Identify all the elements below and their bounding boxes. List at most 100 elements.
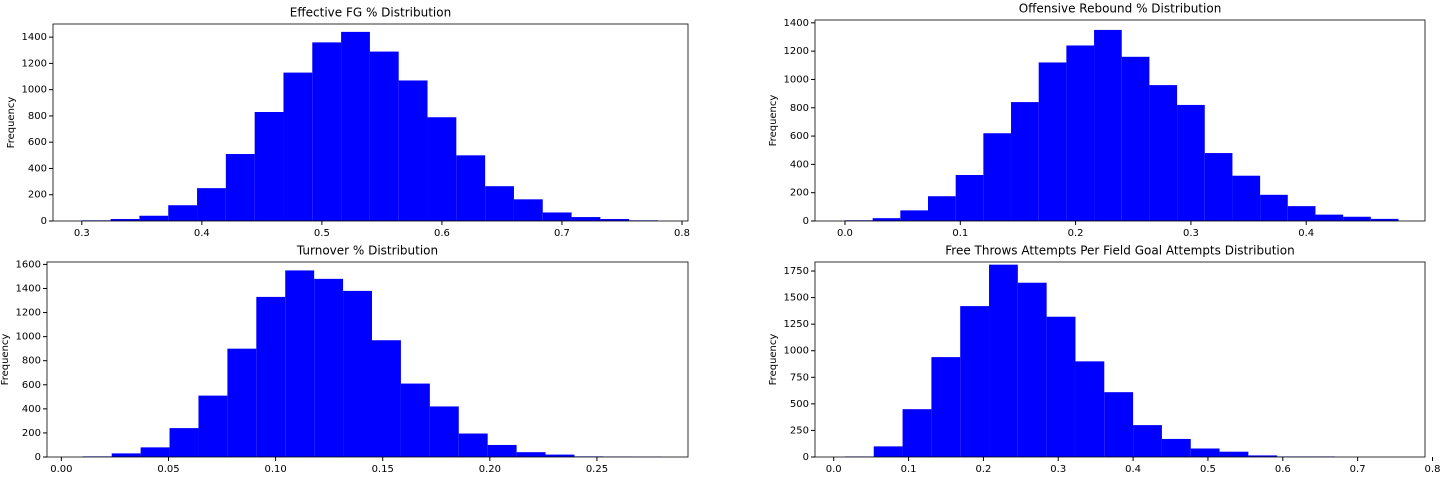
- x-tick-label: 0.7: [1350, 464, 1366, 475]
- y-tick-label: 0: [803, 216, 809, 227]
- y-tick-label: 600: [28, 137, 47, 148]
- x-tick-label: 0.2: [975, 464, 991, 475]
- x-tick-label: 0.2: [1068, 228, 1084, 239]
- y-tick-label: 1400: [22, 32, 47, 43]
- x-tick-label: 0.4: [1125, 464, 1141, 475]
- x-tick-label: 0.15: [372, 464, 394, 475]
- bar: [227, 348, 257, 457]
- bar: [989, 264, 1018, 457]
- bar: [516, 452, 546, 457]
- x-tick-label: 0.00: [50, 464, 72, 475]
- x-tick-label: 0.1: [952, 228, 968, 239]
- bar: [458, 433, 488, 457]
- bar: [400, 383, 430, 457]
- bar: [955, 174, 984, 221]
- y-tick-label: 200: [22, 428, 41, 439]
- y-tick-label: 0: [41, 216, 47, 227]
- x-tick-label: 0.8: [674, 228, 690, 239]
- x-tick-label: 0.4: [194, 228, 210, 239]
- y-axis-label: Frequency: [768, 95, 779, 147]
- bar: [1011, 102, 1039, 221]
- bar: [341, 31, 370, 221]
- y-tick-label: 1400: [784, 18, 809, 29]
- bar: [900, 210, 929, 221]
- bar: [1066, 45, 1095, 221]
- bar: [283, 72, 313, 222]
- bar: [398, 80, 428, 222]
- y-tick-label: 800: [22, 356, 41, 367]
- bar: [487, 444, 517, 457]
- x-tick-label: 0.0: [837, 228, 853, 239]
- bar: [427, 117, 457, 221]
- bar: [542, 212, 572, 221]
- axes-frame: [814, 19, 1426, 222]
- bar: [960, 306, 990, 457]
- bar: [285, 270, 315, 457]
- bar: [256, 296, 286, 457]
- y-tick-label: 1200: [784, 46, 809, 57]
- y-axis-label: Frequency: [0, 334, 11, 386]
- bar: [1315, 214, 1344, 221]
- y-tick-label: 750: [790, 372, 809, 383]
- bar: [513, 199, 543, 221]
- y-tick-label: 800: [790, 103, 809, 114]
- x-tick-label: 0.1: [901, 464, 917, 475]
- x-tick-label: 0.4: [1298, 228, 1314, 239]
- y-tick-label: 1600: [16, 259, 41, 270]
- bar: [1104, 392, 1134, 457]
- bar: [928, 196, 956, 221]
- y-tick-label: 0: [803, 452, 809, 463]
- y-tick-label: 400: [790, 159, 809, 170]
- x-tick-label: 0.6: [1275, 464, 1291, 475]
- bar: [369, 51, 399, 221]
- y-tick-label: 800: [28, 111, 47, 122]
- y-tick-label: 1000: [784, 346, 809, 357]
- bar: [1248, 455, 1278, 457]
- bar: [169, 428, 199, 457]
- y-tick-label: 1200: [16, 308, 41, 319]
- bar: [1046, 316, 1076, 457]
- x-tick-label: 0.5: [314, 228, 330, 239]
- bar: [1121, 56, 1150, 221]
- bar: [571, 217, 601, 221]
- x-tick-label: 0.7: [554, 228, 570, 239]
- bar: [139, 215, 169, 221]
- x-tick-label: 0.3: [1050, 464, 1066, 475]
- bar: [314, 278, 344, 457]
- y-tick-label: 1750: [784, 266, 809, 277]
- x-tick-label: 0.3: [1183, 228, 1199, 239]
- bar: [1149, 85, 1178, 222]
- y-axis-label: Frequency: [768, 334, 779, 386]
- bar: [1260, 194, 1288, 221]
- bar: [343, 290, 372, 457]
- y-tick-label: 200: [28, 190, 47, 201]
- axes-frame: [46, 261, 689, 458]
- bar: [872, 218, 901, 221]
- bar: [902, 409, 932, 457]
- axes-frame: [52, 23, 689, 222]
- bar: [1161, 438, 1191, 457]
- y-tick-label: 1500: [784, 293, 809, 304]
- x-tick-label: 0.5: [1200, 464, 1216, 475]
- bar: [456, 155, 486, 221]
- y-tick-label: 200: [790, 188, 809, 199]
- bar: [1038, 62, 1067, 222]
- bar: [429, 406, 459, 457]
- x-tick-label: 0.3: [74, 228, 90, 239]
- bar: [1133, 425, 1162, 457]
- bar: [198, 395, 228, 457]
- x-tick-label: 0.0: [826, 464, 842, 475]
- bar: [1219, 451, 1249, 457]
- y-tick-label: 600: [790, 131, 809, 142]
- x-tick-label: 0.25: [586, 464, 608, 475]
- y-tick-label: 250: [790, 425, 809, 436]
- y-tick-label: 1000: [16, 332, 41, 343]
- y-tick-label: 1400: [16, 283, 41, 294]
- axes-frame: [814, 261, 1426, 458]
- bar: [931, 357, 961, 457]
- chart-title: Turnover % Distribution: [296, 244, 438, 258]
- bar: [110, 219, 140, 221]
- chart-title: Effective FG % Distribution: [290, 6, 451, 20]
- bar: [1075, 361, 1105, 457]
